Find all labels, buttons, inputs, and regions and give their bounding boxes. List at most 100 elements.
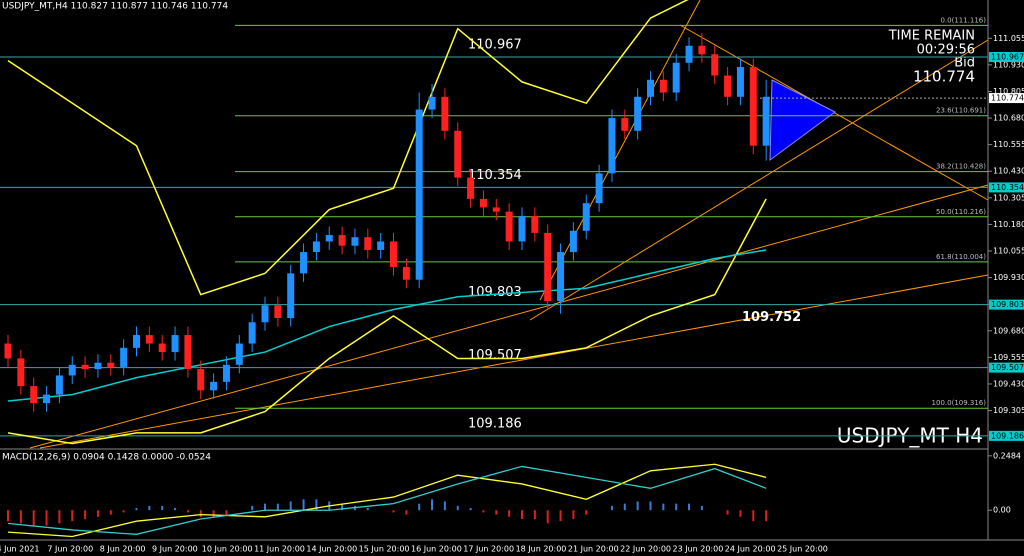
level-box — [989, 362, 1024, 373]
candle-body — [531, 215, 539, 233]
date-label: 7 Jun 20:00 — [47, 545, 93, 554]
y-tick-label: 110.805 — [993, 87, 1024, 96]
level-label: 109.186 — [468, 416, 522, 431]
level-label: 110.967 — [468, 38, 522, 53]
date-label: 23 Jun 20:00 — [672, 545, 723, 554]
candle-body — [133, 335, 140, 348]
y-tick-label: 110.055 — [993, 247, 1024, 256]
y-tick-label: 110.930 — [993, 60, 1024, 69]
level-label: 110.354 — [468, 168, 522, 183]
candle-body — [582, 203, 590, 231]
candle-body — [608, 118, 616, 174]
histogram-bar — [649, 501, 652, 511]
candle-body — [312, 241, 320, 253]
candle-body — [43, 394, 51, 404]
macd-line — [7, 465, 767, 535]
date-label: 15 Jun 20:00 — [359, 545, 410, 554]
candle-body — [351, 237, 359, 246]
fib-label: 100.0(109.316) — [932, 399, 987, 407]
candle-body — [4, 343, 12, 359]
candle-body — [621, 118, 629, 131]
level-box — [989, 299, 1024, 310]
date-label: 22 Jun 20:00 — [620, 545, 671, 554]
histogram-bar — [212, 510, 215, 517]
bid-label: Bid — [954, 56, 975, 71]
candle-body — [736, 67, 744, 97]
candle-body — [402, 266, 410, 280]
histogram-bar — [443, 501, 446, 511]
histogram-bar — [431, 499, 434, 511]
histogram-bar — [726, 510, 729, 515]
candle-body — [325, 235, 333, 242]
candle-body — [287, 273, 295, 319]
candle-body — [68, 364, 76, 376]
candle-body — [210, 381, 218, 391]
histogram-bar — [84, 510, 87, 519]
histogram-bar — [7, 510, 9, 522]
level-box — [989, 182, 1024, 193]
histogram-bar — [161, 505, 164, 511]
histogram-bar — [610, 505, 613, 511]
macd-line — [7, 463, 767, 538]
level-axis-label: 110.354 — [991, 183, 1024, 192]
level-label: 109.803 — [468, 285, 522, 300]
candle-body — [120, 347, 128, 367]
histogram-bar — [289, 501, 292, 511]
band — [7, 249, 767, 402]
histogram-bar — [765, 510, 768, 522]
histogram-bar — [302, 499, 305, 511]
histogram-bar — [662, 503, 665, 511]
date-label: 18 Jun 20:00 — [516, 545, 567, 554]
level-label: 109.507 — [468, 348, 522, 363]
date-label: 11 Jun 20:00 — [254, 545, 305, 554]
histogram-bar — [675, 503, 678, 511]
candle-body — [595, 173, 603, 204]
date-label: 8 Jun 20:00 — [100, 545, 146, 554]
candle-body — [171, 335, 179, 353]
histogram-bar — [109, 510, 112, 515]
candle-body — [415, 109, 423, 280]
candle-body — [505, 211, 513, 242]
date-label: 24 Jun 20:00 — [725, 545, 776, 554]
candle-body — [235, 343, 243, 365]
candle-body — [518, 215, 526, 242]
candle-body — [479, 198, 487, 208]
date-label: 9 Jun 20:00 — [152, 545, 198, 554]
histogram-bar — [688, 503, 691, 511]
candle-body — [274, 305, 282, 319]
candle-body — [467, 177, 475, 199]
level-axis-label: 109.507 — [991, 363, 1024, 372]
histogram-bar — [276, 503, 279, 511]
histogram-bar — [135, 508, 138, 511]
date-label: 16 Jun 20:00 — [411, 545, 462, 554]
histogram-bar — [546, 510, 549, 524]
histogram-bar — [96, 510, 99, 517]
date-label: 21 Jun 20:00 — [568, 545, 619, 554]
candle-body — [569, 230, 577, 253]
candle-body — [544, 232, 552, 302]
countdown: 00:29:56 — [917, 43, 975, 58]
histogram-bar — [225, 510, 228, 515]
candle-body — [698, 45, 706, 55]
histogram-bar — [45, 510, 48, 526]
y-tick-label: 110.555 — [993, 140, 1024, 149]
candle-body — [30, 386, 38, 404]
date-label: 4 Jun 2021 — [0, 545, 40, 554]
candle-body — [659, 79, 667, 93]
candle-body — [428, 96, 436, 110]
level-box — [989, 52, 1024, 63]
histogram-bar — [71, 510, 74, 522]
date-label: 10 Jun 20:00 — [202, 545, 253, 554]
y-tick-label: 109.305 — [993, 406, 1024, 415]
bid-value: 110.774 — [913, 68, 975, 86]
candle-body — [762, 96, 770, 146]
macd-title: MACD(12,26,9) 0.0904 0.1428 0.0000 -0.05… — [2, 453, 211, 463]
candle-body — [261, 305, 269, 323]
y-tick-label: 0.00 — [993, 506, 1011, 515]
fib-label: 23.6(110.691) — [936, 107, 986, 115]
histogram-bar — [251, 505, 254, 511]
y-tick-label: 110.680 — [993, 114, 1024, 123]
y-tick-label: 0.2484 — [993, 451, 1021, 460]
